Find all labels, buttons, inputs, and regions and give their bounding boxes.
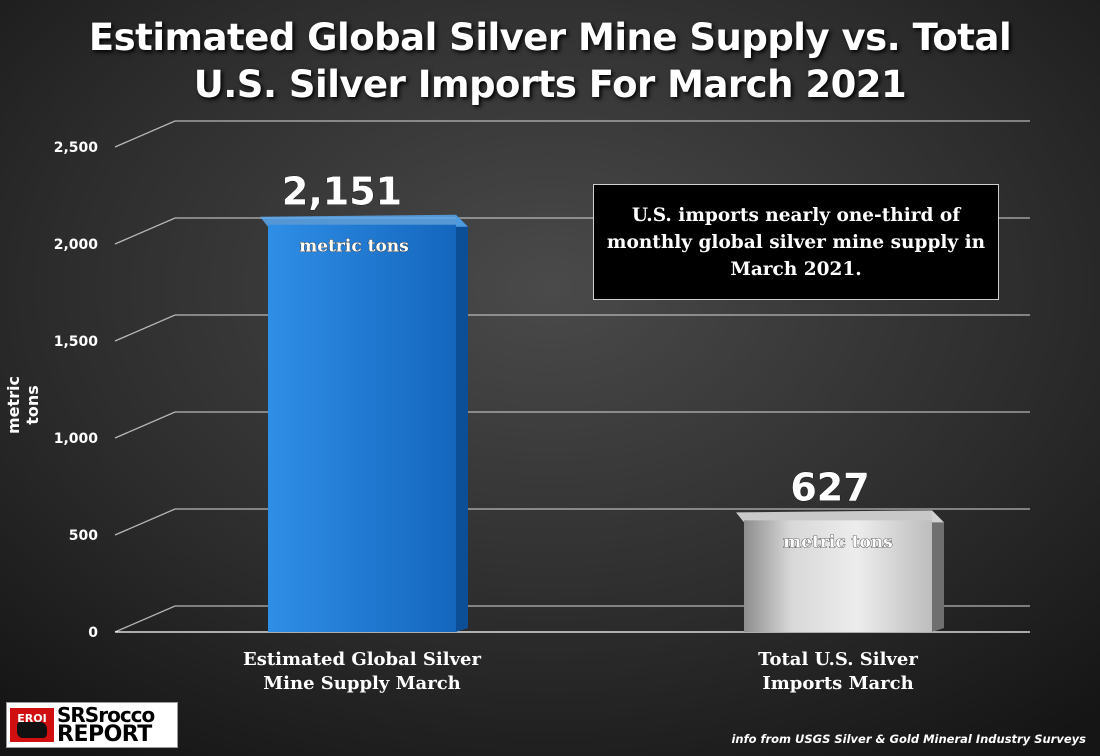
x-tick-label: Imports March: [762, 673, 913, 694]
chart-title: Estimated Global Silver Mine Supply vs. …: [0, 14, 1100, 108]
title-line-1: Estimated Global Silver Mine Supply vs. …: [88, 16, 1012, 59]
gridline: [114, 314, 1030, 342]
source-note: info from USGS Silver & Gold Mineral Ind…: [731, 732, 1086, 746]
x-tick-label: Mine Supply March: [263, 673, 461, 694]
callout-box: U.S. imports nearly one-third of monthly…: [593, 184, 999, 300]
gridline: [114, 411, 1030, 439]
data-label: 627: [790, 465, 869, 509]
y-tick-label: 2,000: [54, 237, 99, 253]
y-tick-label: 500: [69, 528, 98, 544]
y-tick-label: 1,000: [54, 431, 99, 447]
logo-badge-text: EROI: [17, 712, 47, 725]
y-tick-label: 2,500: [54, 140, 99, 156]
bar: [268, 224, 456, 632]
bar: [744, 520, 932, 632]
title-line-2: U.S. Silver Imports For March 2021: [193, 63, 907, 106]
gridline: [114, 120, 1030, 148]
bar-top: [736, 510, 944, 523]
logo-line-1: SRSrocco: [57, 703, 155, 727]
bar-unit-label: metric tons: [783, 532, 892, 552]
logo-line-2: REPORT: [57, 722, 152, 747]
bar-side: [932, 510, 944, 632]
bar-side: [456, 214, 468, 632]
callout-text: U.S. imports nearly one-third of monthly…: [606, 204, 986, 280]
bar-unit-label: metric tons: [299, 237, 408, 257]
x-tick-label: Total U.S. Silver: [758, 649, 918, 670]
usa-map-icon: [17, 722, 47, 738]
y-tick-label: 0: [88, 625, 98, 641]
data-label: 2,151: [282, 170, 402, 214]
gridline: [114, 508, 1030, 536]
bar-top: [260, 214, 468, 227]
x-tick-label: Estimated Global Silver: [243, 649, 481, 670]
logo: EROI SRSrocco REPORT: [6, 702, 178, 748]
y-tick-label: 1,500: [54, 334, 99, 350]
y-axis-label: metric tons: [4, 375, 42, 435]
